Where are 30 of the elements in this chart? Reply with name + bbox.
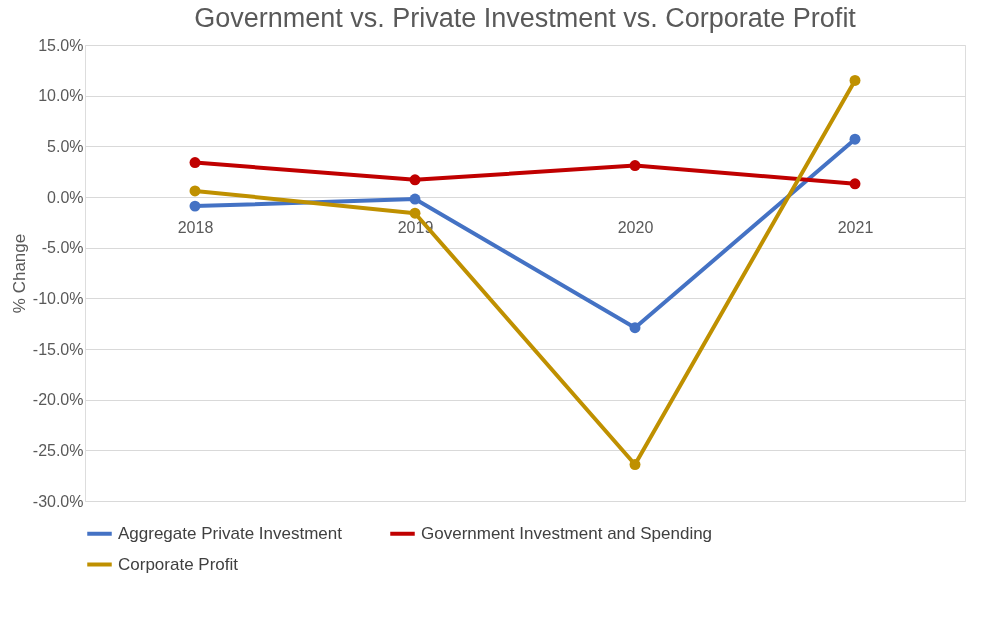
- point: [849, 178, 861, 190]
- y-tick-label: 10.0%: [38, 87, 84, 105]
- y-axis-title: % Change: [9, 233, 29, 314]
- point: [409, 207, 421, 219]
- y-tick-label: 5.0%: [47, 137, 84, 155]
- point: [849, 133, 861, 145]
- x-tick-label: 2018: [177, 218, 214, 236]
- y-tick-label: -20.0%: [32, 391, 84, 409]
- legend-label: Aggregate Private Investment: [118, 523, 343, 543]
- legend-label: Government Investment and Spending: [421, 523, 713, 543]
- y-tick-label: -15.0%: [32, 340, 84, 358]
- point: [189, 185, 201, 197]
- point: [629, 322, 641, 334]
- point: [849, 75, 861, 86]
- chart-title: Government vs. Private Investment vs. Corporate Profit: [194, 3, 857, 33]
- point: [189, 200, 201, 212]
- point: [409, 174, 421, 186]
- y-tick-label: -10.0%: [32, 289, 84, 307]
- point: [629, 459, 641, 470]
- y-tick-label: 0.0%: [47, 188, 84, 206]
- point: [409, 193, 421, 205]
- y-tick-label: 15.0%: [38, 36, 84, 54]
- y-tick-label: -30.0%: [32, 492, 84, 510]
- point: [189, 157, 201, 169]
- x-tick-label: 2021: [837, 218, 874, 236]
- y-tick-label: -5.0%: [41, 239, 84, 257]
- legend-label: Corporate Profit: [118, 554, 239, 574]
- point: [629, 160, 641, 172]
- y-tick-label: -25.0%: [32, 441, 84, 459]
- x-tick-label: 2020: [617, 218, 654, 236]
